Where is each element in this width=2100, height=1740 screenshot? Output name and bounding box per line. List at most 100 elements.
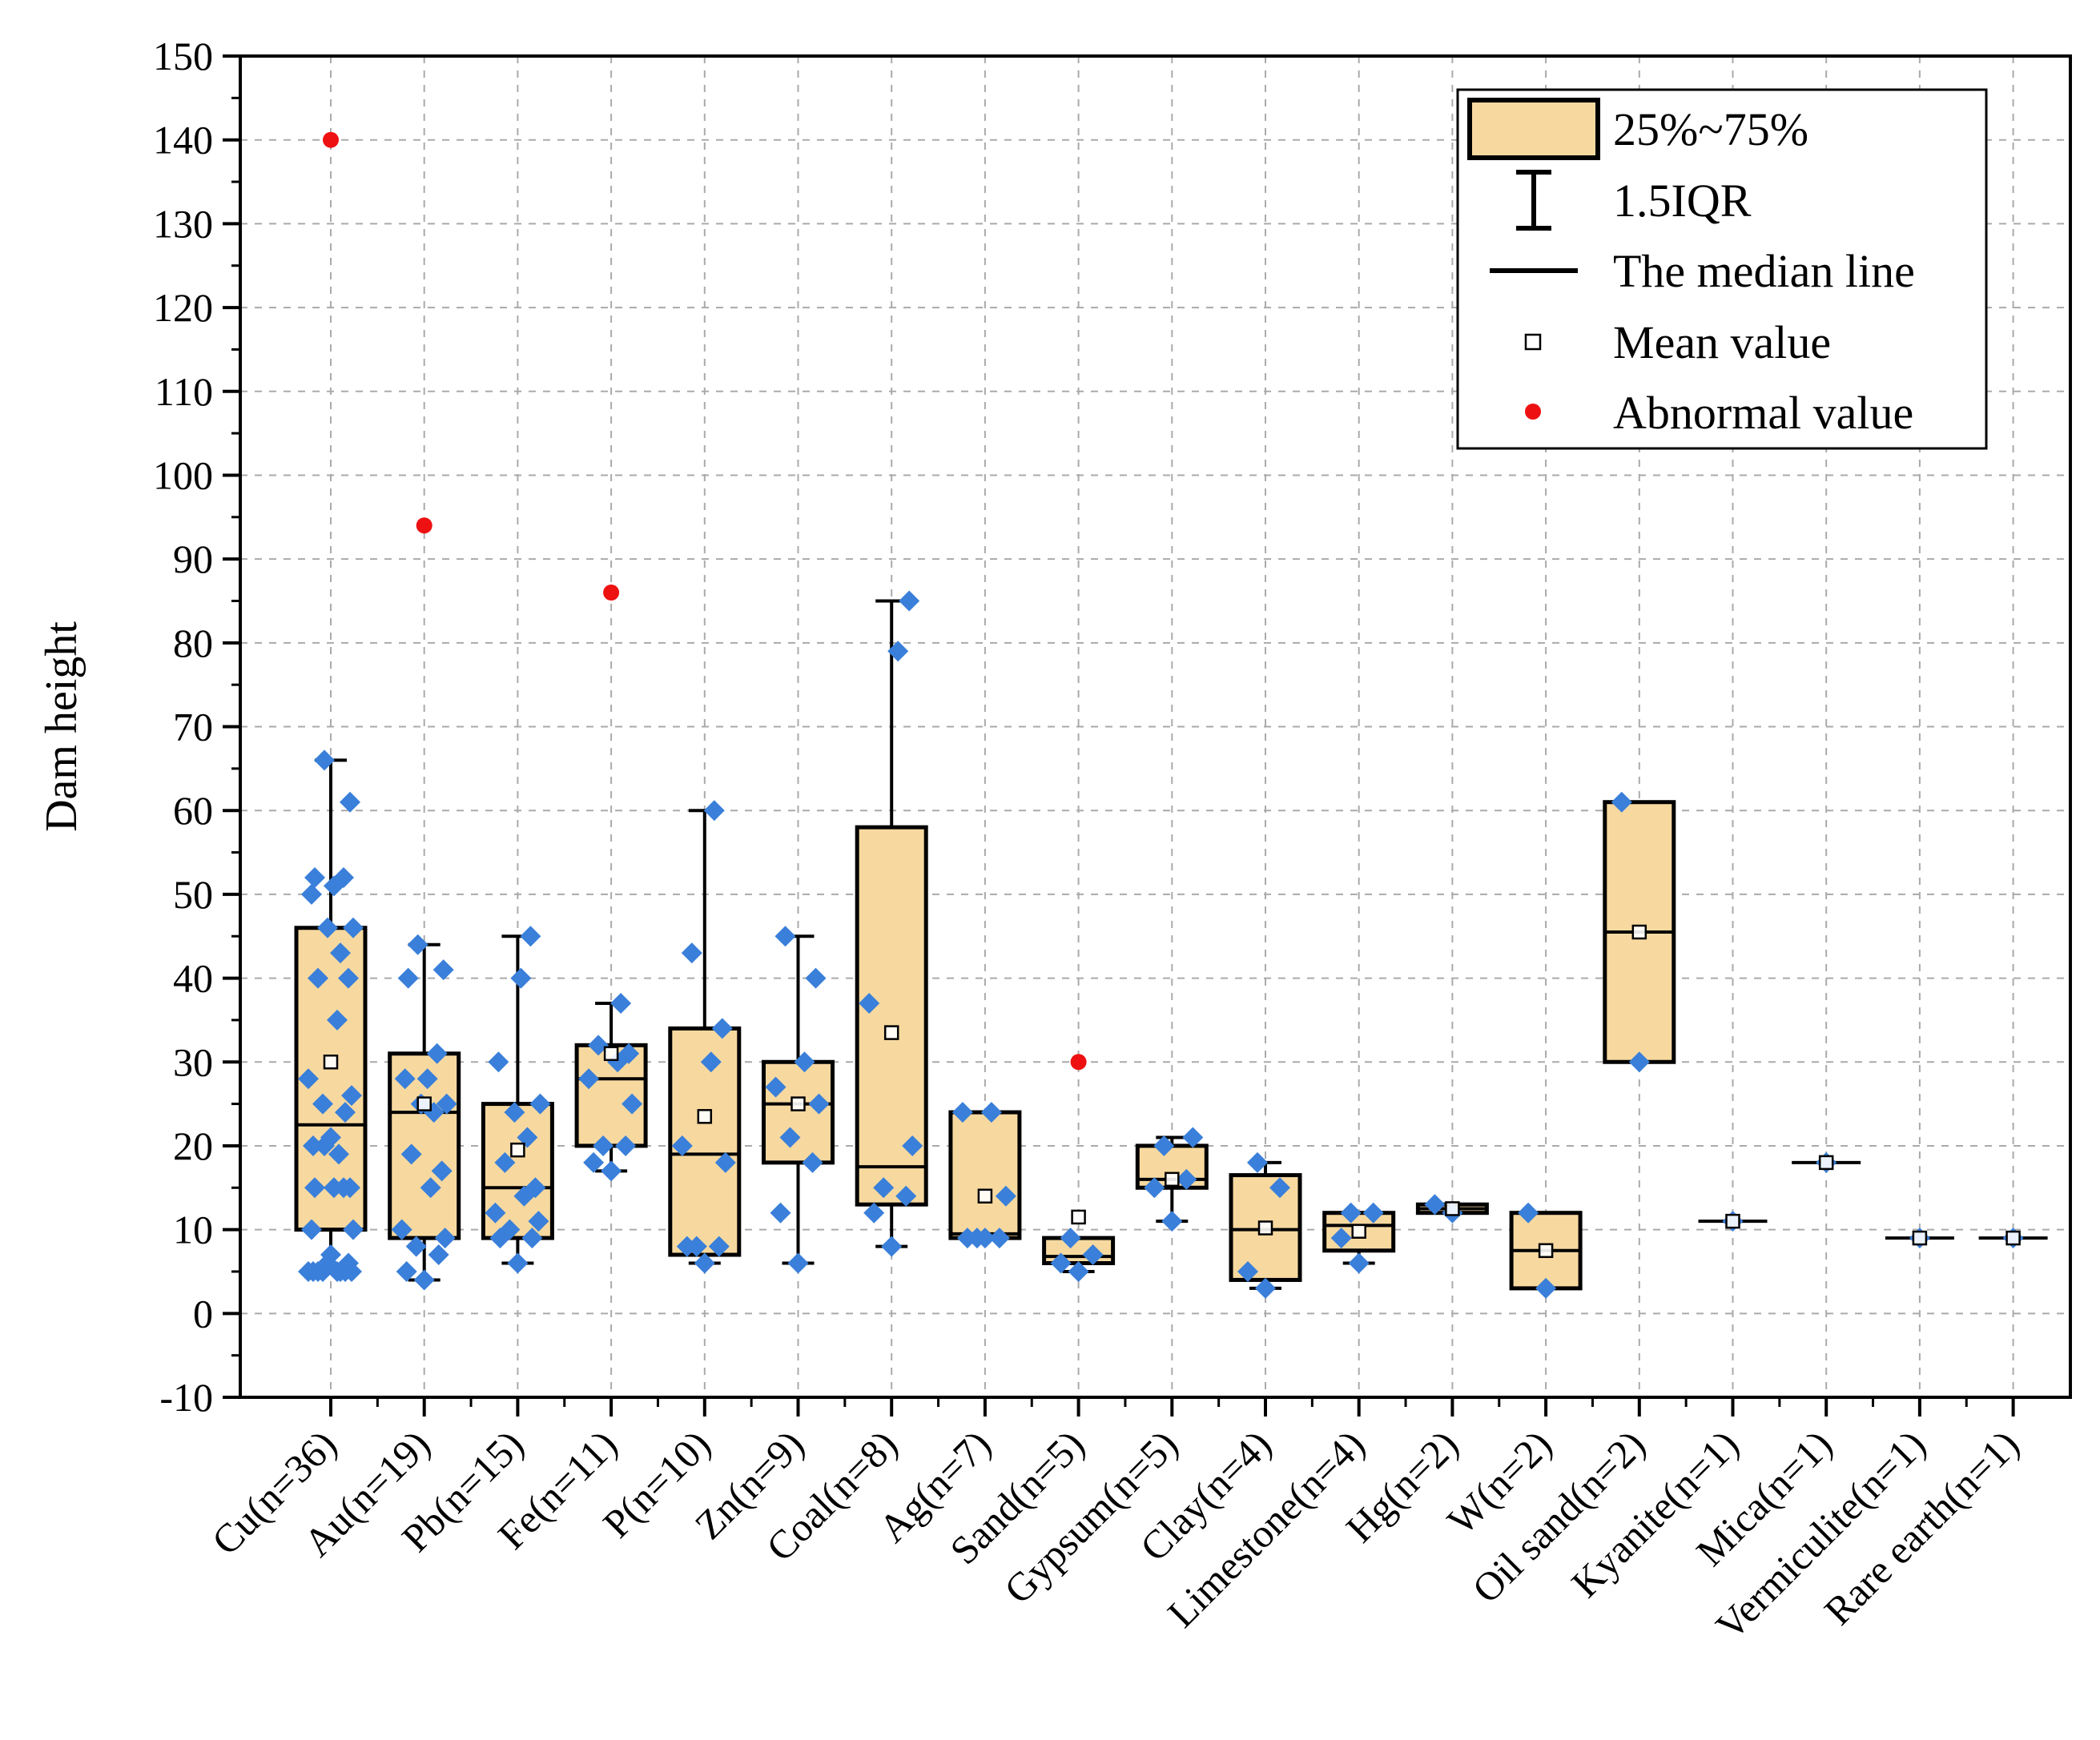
data-point <box>686 1236 707 1257</box>
box-group <box>1698 1211 1768 1232</box>
data-point <box>765 1076 786 1098</box>
data-point <box>510 967 532 989</box>
data-point <box>1269 1177 1290 1199</box>
data-point <box>301 1219 322 1240</box>
y-tick-label: 80 <box>173 621 213 665</box>
mean-marker <box>1631 924 1647 940</box>
data-point <box>413 1269 435 1291</box>
data-point <box>420 1177 441 1199</box>
box-group <box>574 585 648 1182</box>
mean-marker <box>977 1188 993 1204</box>
y-tick-label: 90 <box>173 536 213 581</box>
data-point <box>529 1093 551 1115</box>
data-point <box>343 917 364 938</box>
box-group <box>762 926 835 1274</box>
legend-outlier-swatch <box>1525 404 1541 420</box>
box-group <box>294 131 368 1282</box>
data-point <box>327 1009 348 1031</box>
data-point <box>504 1102 525 1123</box>
data-point <box>343 1219 364 1240</box>
data-point <box>426 1043 448 1064</box>
y-tick-label: 70 <box>173 705 213 749</box>
box-group <box>855 590 928 1257</box>
data-point <box>902 1135 923 1156</box>
data-point <box>622 1093 643 1115</box>
data-point <box>859 992 880 1014</box>
outlier-point <box>603 585 620 601</box>
data-point <box>317 1252 338 1274</box>
mean-marker <box>1071 1209 1086 1225</box>
outlier-point <box>416 517 432 534</box>
data-point <box>304 1177 325 1199</box>
data-point <box>966 1228 988 1249</box>
plot-area <box>294 131 2048 1299</box>
data-point <box>618 1043 640 1064</box>
data-point <box>711 1018 733 1039</box>
mean-marker <box>323 1055 339 1070</box>
data-point <box>1330 1228 1352 1249</box>
data-point <box>405 1236 427 1257</box>
data-point <box>1518 1202 1539 1224</box>
x-axis: Cu(n=36)Au(n=19)Pb(n=15)Fe(n=11)P(n=10)Z… <box>203 1397 2027 1649</box>
data-point <box>1237 1260 1258 1282</box>
y-tick-label: 100 <box>153 452 213 497</box>
data-point <box>1535 1277 1557 1299</box>
box-group <box>1792 1151 1861 1173</box>
data-point <box>995 1185 1016 1207</box>
data-point <box>416 1068 438 1090</box>
data-point <box>1153 1135 1175 1156</box>
data-point <box>980 1102 1002 1123</box>
box-group <box>1415 1194 1489 1224</box>
data-point <box>578 1068 600 1090</box>
data-point <box>314 749 335 771</box>
box-group <box>668 800 742 1274</box>
y-tick-label: 130 <box>153 201 213 246</box>
mean-marker <box>1445 1201 1460 1216</box>
data-point <box>863 1202 885 1224</box>
box-group <box>948 1102 1022 1249</box>
mean-marker <box>883 1025 899 1040</box>
data-point <box>1068 1260 1089 1282</box>
data-point <box>328 1143 349 1165</box>
legend-mean-label: Mean value <box>1613 316 1831 368</box>
data-point <box>1362 1202 1384 1224</box>
y-tick-label: 20 <box>173 1123 213 1168</box>
data-point <box>583 1151 605 1173</box>
data-point <box>593 1135 614 1156</box>
legend: 25%~75% 1.5IQR The median line Mean valu… <box>1456 88 1988 450</box>
y-axis-label: Dam height <box>37 621 86 832</box>
mean-marker <box>1165 1171 1180 1187</box>
outlier-point <box>1070 1054 1087 1071</box>
data-point <box>1182 1127 1204 1148</box>
data-point <box>1161 1211 1183 1232</box>
y-tick-label: 0 <box>193 1291 213 1336</box>
legend-whisker-label: 1.5IQR <box>1613 175 1752 227</box>
legend-box-label: 25%~75% <box>1613 103 1808 155</box>
data-point <box>434 1228 456 1249</box>
y-tick-label: 30 <box>173 1039 213 1084</box>
legend-whisker-swatch <box>1516 170 1551 231</box>
data-point <box>335 1102 356 1123</box>
data-point <box>312 1093 333 1115</box>
data-point <box>525 1177 546 1199</box>
data-point <box>895 1185 917 1207</box>
legend-mean-swatch <box>1524 333 1542 351</box>
data-point <box>391 1219 412 1240</box>
mean-marker <box>1818 1155 1834 1171</box>
data-point <box>1340 1202 1362 1224</box>
y-tick-label: 50 <box>173 872 213 917</box>
mean-marker <box>697 1109 713 1124</box>
mean-marker <box>2005 1230 2021 1246</box>
data-point <box>708 1236 730 1257</box>
data-point <box>899 590 920 612</box>
data-point <box>340 791 360 813</box>
data-point <box>703 800 725 822</box>
data-point <box>436 1093 457 1115</box>
box-group <box>1885 1228 1954 1249</box>
box-group <box>1978 1228 2048 1249</box>
data-point <box>794 1051 815 1073</box>
data-point <box>394 1068 416 1090</box>
data-point <box>520 926 541 947</box>
data-point <box>951 1102 973 1123</box>
